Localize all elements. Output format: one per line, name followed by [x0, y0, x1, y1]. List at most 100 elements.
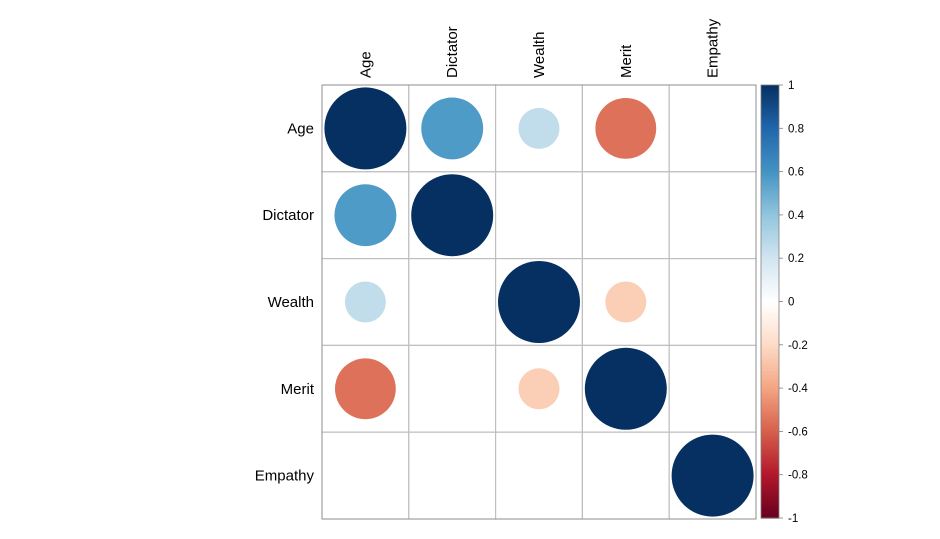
column-label-empathy: Empathy — [705, 18, 722, 78]
circle-wealth-merit — [605, 281, 647, 323]
colorbar-segment — [761, 279, 779, 283]
colorbar-segment — [761, 108, 779, 112]
grid-border — [321, 84, 757, 520]
colorbar-segment — [761, 243, 779, 246]
colorbar-tick-label: 1 — [788, 80, 794, 92]
circle-merit-merit — [584, 347, 667, 430]
colorbar-segment — [761, 85, 779, 88]
colorbar-segment — [761, 102, 779, 106]
colorbar-segment — [761, 375, 779, 378]
colorbar-segment — [761, 357, 779, 361]
colorbar-segment — [761, 260, 779, 264]
colorbar-tick-label: -1 — [788, 513, 798, 525]
colorbar-segment — [761, 214, 779, 218]
colorbar-segment — [761, 115, 779, 119]
colorbar-segment — [761, 310, 779, 313]
circle-merit-age — [334, 358, 396, 420]
colorbar-segment — [761, 212, 779, 216]
colorbar-segment — [761, 466, 779, 469]
colorbar-segment — [761, 121, 779, 125]
colorbar-segment — [761, 295, 779, 298]
colorbar-segment — [761, 444, 779, 448]
circle-dictator-age — [334, 184, 397, 247]
colorbar-segment — [761, 253, 779, 257]
colorbar-segment — [761, 463, 779, 467]
colorbar-segment — [761, 351, 779, 355]
cell-wealth-merit — [581, 258, 670, 347]
cell-wealth-dictator — [408, 258, 497, 347]
colorbar-segment — [761, 411, 779, 415]
colorbar-segment — [761, 117, 779, 121]
colorbar-segment — [761, 97, 779, 101]
colorbar-segment — [761, 483, 779, 487]
colorbar-segment — [761, 385, 779, 389]
colorbar-segment — [761, 297, 779, 300]
colorbar-segment — [761, 498, 779, 502]
colorbar-segment — [761, 461, 779, 465]
colorbar-segment — [761, 201, 779, 205]
colorbar-segment — [761, 208, 779, 212]
colorbar-segment — [761, 368, 779, 372]
colorbar-segment — [761, 93, 779, 97]
colorbar-segment — [761, 171, 779, 175]
colorbar-segment — [761, 149, 779, 153]
colorbar-segment — [761, 318, 779, 322]
colorbar-segment — [761, 418, 779, 422]
colorbar-segment — [761, 223, 779, 227]
colorbar-segment — [761, 199, 779, 203]
cell-dictator-wealth — [495, 171, 584, 260]
colorbar-segment — [761, 511, 779, 515]
row-label-wealth: Wealth — [268, 294, 314, 311]
colorbar-segment — [761, 301, 779, 305]
colorbar-segment — [761, 492, 779, 495]
colorbar-segment — [761, 266, 779, 270]
colorbar-segment — [761, 182, 779, 186]
colorbar-segment — [761, 342, 779, 346]
colorbar-segment — [761, 193, 779, 197]
colorbar-tick-label: -0.4 — [788, 383, 808, 395]
colorbar-segment — [761, 147, 779, 151]
row-label-dictator: Dictator — [262, 207, 314, 224]
colorbar-segment — [761, 353, 779, 357]
colorbar-segment — [761, 325, 779, 329]
colorbar-segment — [761, 91, 779, 95]
colorbar-segment — [761, 453, 779, 456]
cell-dictator-merit — [581, 171, 670, 260]
colorbar-segment — [761, 204, 779, 207]
colorbar-segment — [761, 459, 779, 463]
colorbar-segment — [761, 349, 779, 352]
colorbar-segment — [761, 286, 779, 290]
column-label-merit: Merit — [618, 44, 635, 78]
colorbar-segment — [761, 487, 779, 491]
colorbar-segment — [761, 221, 779, 225]
column-label-wealth: Wealth — [531, 32, 548, 78]
colorbar-segment — [761, 256, 779, 259]
colorbar-segment — [761, 476, 779, 480]
colorbar: 1 0.8 0.6 0.4 0.2 0 -0.2 -0.4 -0.6 -0.8 -1 — [760, 80, 808, 525]
colorbar-segment — [761, 288, 779, 292]
colorbar-segment — [761, 485, 779, 489]
colorbar-segment — [761, 238, 779, 242]
colorbar-segment — [761, 184, 779, 188]
colorbar-segment — [761, 509, 779, 513]
colorbar-tick-label: 0.6 — [788, 167, 804, 179]
colorbar-segment — [761, 355, 779, 359]
colorbar-segment — [761, 323, 779, 326]
colorbar-segment — [761, 227, 779, 231]
colorbar-segment — [761, 264, 779, 268]
colorbar-segment — [761, 245, 779, 248]
colorbar-segment — [761, 470, 779, 474]
colorbar-segment — [761, 188, 779, 192]
colorbar-segment — [761, 494, 779, 497]
colorbar-segment — [761, 132, 779, 136]
colorbar-segment — [761, 312, 779, 316]
colorbar-segment — [761, 104, 779, 108]
circle-empathy-empathy — [671, 434, 754, 517]
colorbar-segment — [761, 136, 779, 140]
colorbar-segment — [761, 437, 779, 441]
colorbar-segment — [761, 450, 779, 454]
colorbar-segment — [761, 89, 779, 93]
colorbar-segment — [761, 110, 779, 114]
colorbar-segment — [761, 502, 779, 506]
